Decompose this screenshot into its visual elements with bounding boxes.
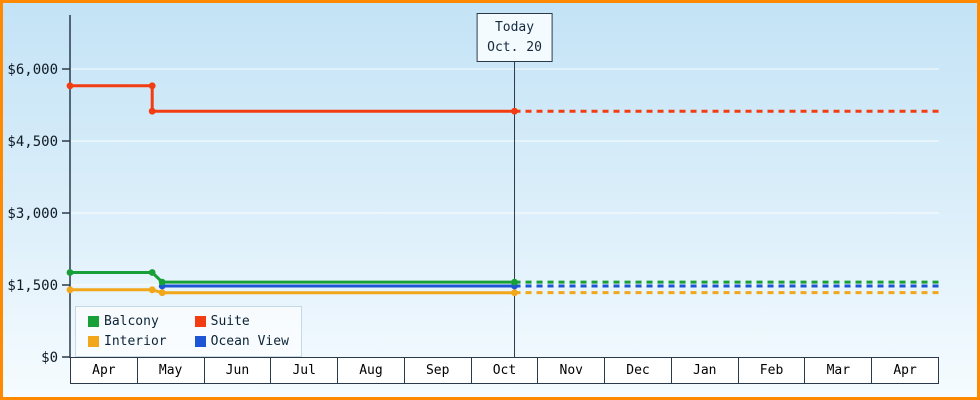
legend-label-balcony: Balcony [104, 314, 159, 329]
legend-label-interior: Interior [104, 334, 167, 349]
month-label-may: May [136, 357, 205, 384]
month-label-sep: Sep [403, 357, 472, 384]
month-label-apr: Apr [70, 357, 138, 384]
y-tick-label: $4,500 [7, 134, 58, 150]
legend-label-suite: Suite [210, 314, 250, 329]
legend-item-interior: Interior [88, 334, 167, 349]
y-tick-label: $6,000 [7, 62, 58, 78]
legend-swatch-interior [88, 336, 99, 347]
legend-swatch-suite [194, 316, 206, 327]
data-point-interior [148, 286, 156, 294]
series-line-balcony [70, 271, 515, 284]
data-point-interior [158, 289, 166, 297]
month-label-apr: Apr [871, 357, 939, 384]
legend-item-suite: Suite [194, 314, 289, 329]
legend-label-ocean-view: Ocean View [210, 334, 289, 349]
data-point-balcony [66, 269, 74, 276]
today-label-date: Oct. 20 [487, 39, 542, 55]
data-point-suite [66, 82, 74, 90]
data-point-balcony [158, 278, 166, 286]
month-label-jul: Jul [270, 357, 339, 384]
series-line-interior [70, 288, 515, 295]
x-axis-months: Apr May Jun Jul Aug Sep Oct Nov Dec Jan Feb Mar Apr [70, 357, 939, 384]
legend-item-ocean-view: Ocean View [194, 334, 289, 349]
data-point-suite [148, 107, 156, 115]
data-point-balcony [148, 269, 156, 276]
y-tick-label: $0 [41, 350, 58, 366]
month-label-oct: Oct [470, 357, 539, 384]
data-point-interior [66, 286, 74, 294]
y-tick-label: $1,500 [7, 278, 58, 294]
legend: Balcony Suite Interior Ocean View [75, 306, 302, 357]
series-line-suite [70, 84, 515, 113]
month-label-aug: Aug [337, 357, 405, 384]
today-label-title: Today [494, 20, 535, 35]
month-label-jan: Jan [670, 357, 739, 384]
legend-item-balcony: Balcony [88, 314, 167, 329]
y-tick-label: $3,000 [7, 206, 58, 222]
today-label: Today Oct. 20 [476, 13, 553, 62]
month-label-mar: Mar [804, 357, 873, 384]
month-label-feb: Feb [737, 357, 806, 384]
legend-swatch-ocean-view [194, 336, 206, 347]
data-point-interior [511, 289, 518, 297]
plot-area: $0 $1,500 $3,000 $4,500 $6,000 [7, 15, 939, 366]
month-label-jun: Jun [203, 357, 272, 384]
data-point-suite [511, 107, 518, 115]
data-point-balcony [511, 278, 518, 286]
legend-swatch-balcony [88, 316, 99, 327]
month-label-nov: Nov [537, 357, 606, 384]
data-point-suite [148, 82, 156, 90]
month-label-dec: Dec [604, 357, 672, 384]
